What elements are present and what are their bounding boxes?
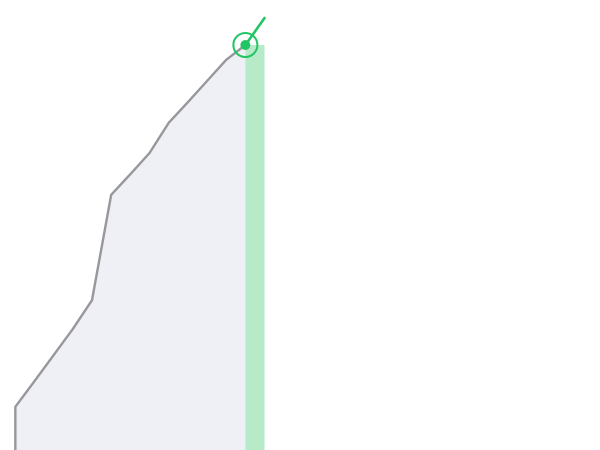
live-line bbox=[244, 16, 266, 47]
highlight-band bbox=[245, 45, 265, 450]
area-fill bbox=[15, 45, 246, 450]
band-layer bbox=[245, 45, 265, 450]
area-layer bbox=[15, 45, 246, 450]
history-line bbox=[14, 43, 247, 450]
lines-layer bbox=[14, 16, 266, 450]
marker-layer bbox=[232, 32, 259, 58]
highlight-ring bbox=[232, 32, 259, 58]
highlight-dot bbox=[240, 40, 251, 50]
